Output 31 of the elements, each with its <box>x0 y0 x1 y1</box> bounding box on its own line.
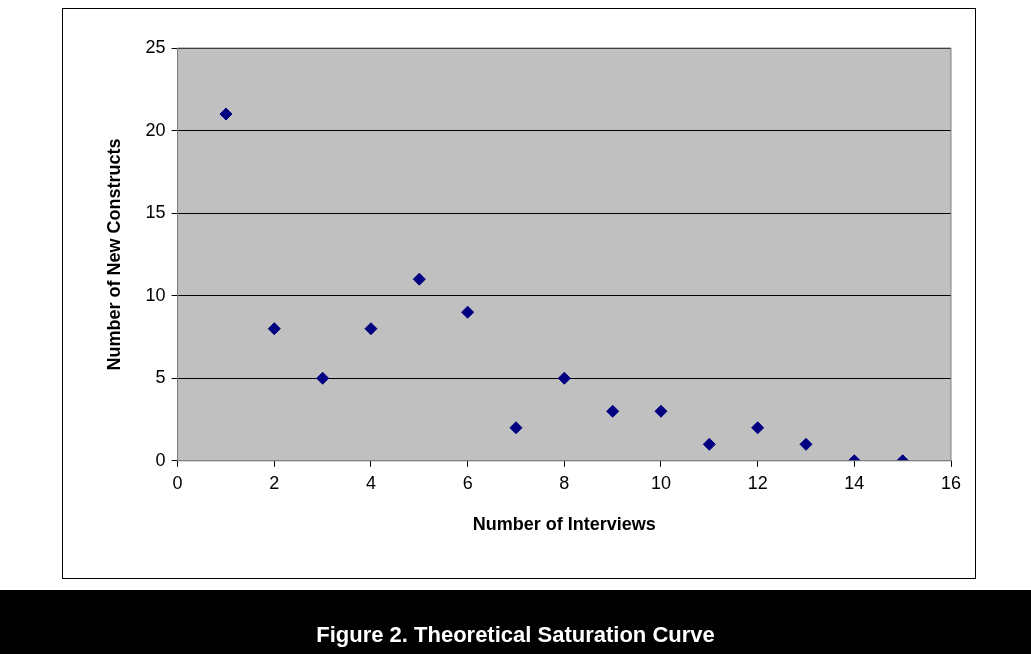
point <box>412 272 426 286</box>
point <box>267 322 281 336</box>
y-tick-label: 0 <box>155 449 166 470</box>
x-tick-label: 10 <box>650 472 671 493</box>
y-tick-label: 25 <box>145 36 166 57</box>
x-tick-label: 0 <box>172 472 183 493</box>
x-tick-label: 4 <box>365 472 376 493</box>
point <box>702 437 716 451</box>
point <box>799 437 813 451</box>
y-tick-label: 10 <box>145 284 166 305</box>
x-tick-label: 12 <box>747 472 768 493</box>
y-tick-label: 5 <box>155 367 166 388</box>
y-axis-title: Number of New Constructs <box>103 138 124 371</box>
x-tick-label: 14 <box>844 472 865 493</box>
point <box>219 107 233 121</box>
point <box>751 421 765 435</box>
point <box>316 371 330 385</box>
x-axis-title: Number of Interviews <box>472 514 656 535</box>
point <box>557 371 571 385</box>
x-tick-label: 8 <box>559 472 570 493</box>
point <box>364 322 378 336</box>
point <box>606 404 620 418</box>
point <box>509 421 523 435</box>
x-tick-label: 16 <box>940 472 962 493</box>
x-tick-label: 6 <box>462 472 473 493</box>
y-tick-label: 15 <box>145 202 166 223</box>
x-tick-label: 2 <box>269 472 280 493</box>
point <box>461 305 475 319</box>
text: Figure 2. Theoretical Saturation Curve <box>0 590 1031 654</box>
point <box>654 404 668 418</box>
y-tick-label: 20 <box>145 119 166 140</box>
